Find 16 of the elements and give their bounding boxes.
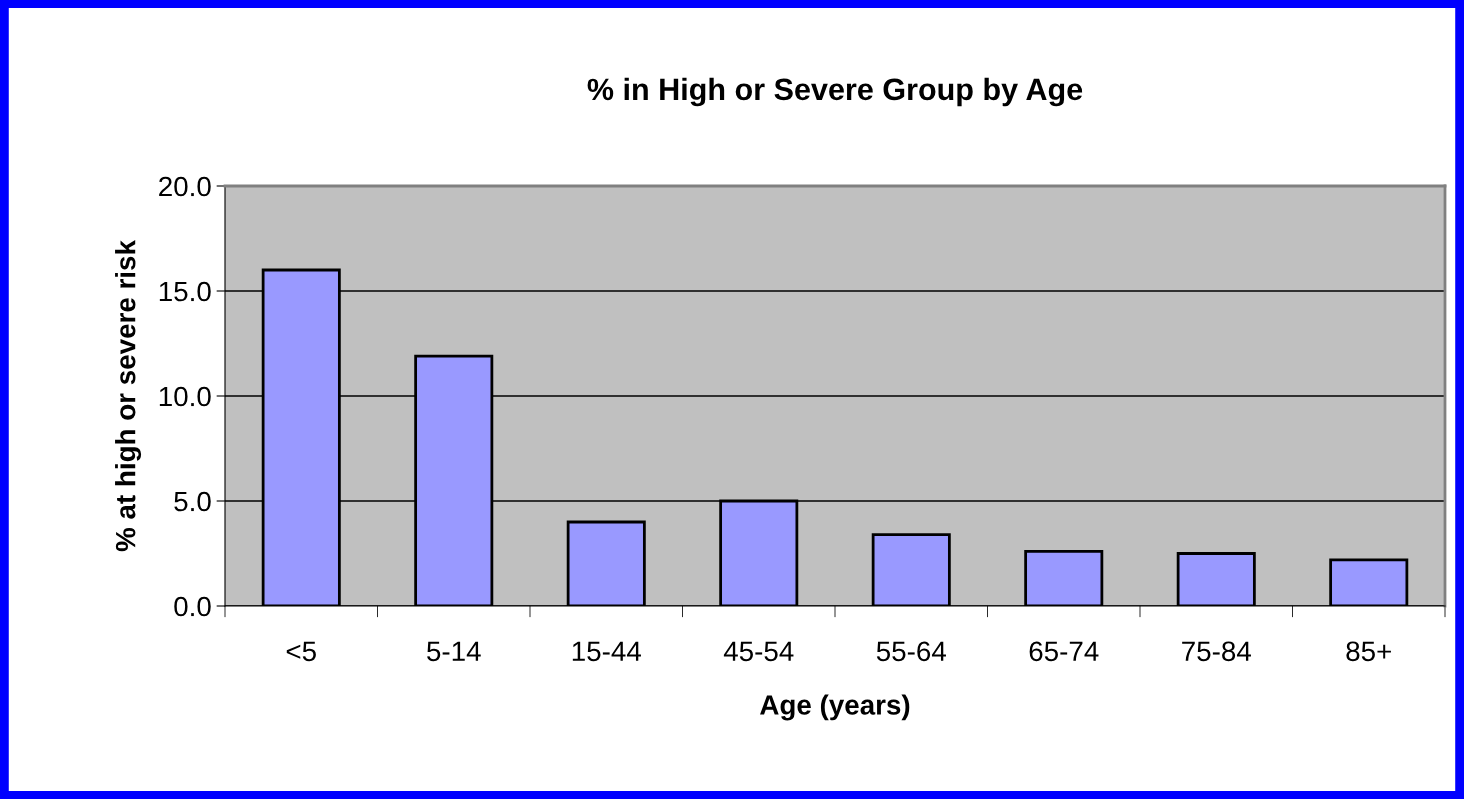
x-tick-label: 75-84 xyxy=(1182,641,1251,662)
y-tick-label: 10.0 xyxy=(159,386,211,407)
y-tick-label: 5.0 xyxy=(174,491,211,512)
y-tick-label: 15.0 xyxy=(159,281,211,302)
y-tick-label: 0.0 xyxy=(174,596,211,617)
y-tick-label: 20.0 xyxy=(159,176,211,197)
x-tick-label: 55-64 xyxy=(876,641,946,662)
x-tick-label: 45-54 xyxy=(723,641,794,662)
x-tick-label: 5-14 xyxy=(427,641,481,662)
x-tick-label: 65-74 xyxy=(1029,641,1099,662)
x-tick-label: <5 xyxy=(286,641,316,662)
y-axis-title: % at high or severe risk xyxy=(115,240,142,552)
x-axis-title: Age (years) xyxy=(760,694,910,721)
chart-title: % in High or Severe Group by Age xyxy=(587,77,1083,107)
x-tick-label: 15-44 xyxy=(572,641,641,662)
x-tick-label: 85+ xyxy=(1346,641,1391,662)
